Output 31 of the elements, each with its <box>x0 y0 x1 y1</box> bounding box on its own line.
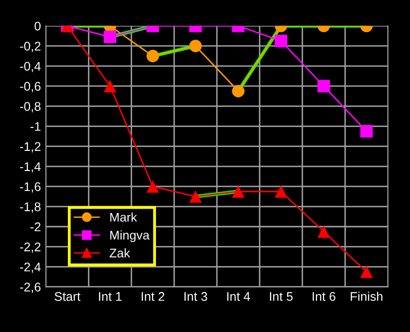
y-tick-label: -1,6 <box>20 182 41 193</box>
point <box>146 180 160 193</box>
x-tick-label: Start <box>54 292 80 301</box>
point <box>274 185 288 198</box>
y-tick-label: -1,2 <box>20 142 40 152</box>
y-tick-label: -0,6 <box>20 82 41 92</box>
legend-label: Mark <box>110 212 138 222</box>
x-tick-label: Int 5 <box>270 292 293 301</box>
x-tick-label: Int 6 <box>312 292 336 301</box>
point <box>317 225 330 238</box>
legend-label: Zak <box>110 248 130 258</box>
legend-label: Mingva <box>110 230 150 242</box>
y-tick-label: -2,6 <box>20 282 41 293</box>
y-tick-label: -0,4 <box>20 62 41 72</box>
y-tick-label: -2,2 <box>20 242 40 253</box>
x-tick-label: Int 4 <box>227 292 250 301</box>
y-tick-label: -1,4 <box>20 162 41 173</box>
y-tick-label: -2,4 <box>20 262 41 273</box>
point <box>232 185 245 198</box>
y-tick-label: -1,8 <box>20 202 41 213</box>
point <box>189 190 202 203</box>
y-tick-label: -2 <box>30 222 40 232</box>
y-tick-label: -0,8 <box>20 102 41 112</box>
point <box>360 125 373 138</box>
y-tick-label: -0,2 <box>20 42 40 52</box>
y-tick-label: -1 <box>30 122 40 131</box>
x-tick-label: Int 2 <box>142 292 164 301</box>
x-tick-label: Finish <box>350 292 382 301</box>
y-tick-label: 0 <box>34 22 41 31</box>
x-tick-label: Int 1 <box>99 292 122 301</box>
x-tick-label: Int 3 <box>184 292 208 301</box>
